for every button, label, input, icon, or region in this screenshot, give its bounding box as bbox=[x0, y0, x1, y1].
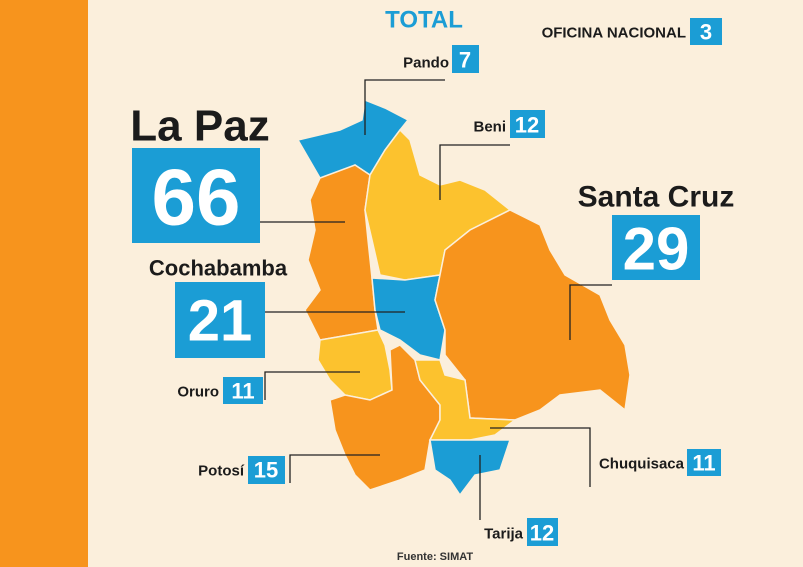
region-value: 12 bbox=[515, 113, 539, 138]
value-box bbox=[612, 215, 700, 280]
value-box bbox=[452, 45, 479, 73]
region-label: Chuquisaca bbox=[599, 456, 685, 473]
value-box bbox=[248, 456, 285, 484]
map bbox=[296, 98, 631, 497]
leader-chuquisaca bbox=[490, 427, 591, 487]
region-label: La Paz bbox=[130, 102, 269, 151]
region-value: 21 bbox=[188, 289, 253, 354]
region-label: Pando bbox=[403, 55, 449, 72]
region-label: Cochabamba bbox=[149, 256, 288, 281]
value-box bbox=[175, 282, 265, 358]
region-value: 15 bbox=[254, 458, 278, 483]
region-value: 7 bbox=[459, 48, 471, 73]
region-value: 11 bbox=[231, 379, 254, 404]
value-box bbox=[223, 377, 263, 404]
region-label: Oruro bbox=[177, 384, 219, 401]
region-value: 66 bbox=[152, 153, 241, 242]
value-box bbox=[527, 518, 558, 546]
leader-oruro bbox=[264, 371, 360, 400]
leader-pando bbox=[364, 79, 445, 135]
region-chuquisaca bbox=[414, 359, 518, 441]
region-value: 12 bbox=[530, 521, 554, 546]
region-label: Tarija bbox=[484, 526, 524, 543]
region-label: Beni bbox=[473, 119, 506, 136]
office-label: OFICINA NACIONAL bbox=[542, 25, 686, 42]
source: Fuente: SIMAT bbox=[397, 551, 473, 563]
office-box bbox=[690, 18, 722, 45]
region-value: 11 bbox=[692, 451, 715, 476]
office-value: 3 bbox=[700, 20, 712, 45]
value-box bbox=[132, 148, 260, 243]
leader-beni bbox=[439, 144, 510, 200]
leader-santa-cruz bbox=[569, 284, 612, 340]
region-value: 29 bbox=[623, 216, 690, 283]
value-box bbox=[687, 449, 721, 476]
region-label: Potosí bbox=[198, 463, 245, 480]
region-tarija bbox=[429, 439, 512, 497]
leader-potosi bbox=[289, 454, 380, 483]
value-box bbox=[510, 110, 545, 138]
region-label: Santa Cruz bbox=[578, 181, 735, 214]
side-bar bbox=[0, 0, 88, 567]
title: TOTAL bbox=[385, 7, 463, 34]
leader-lines bbox=[260, 79, 612, 520]
